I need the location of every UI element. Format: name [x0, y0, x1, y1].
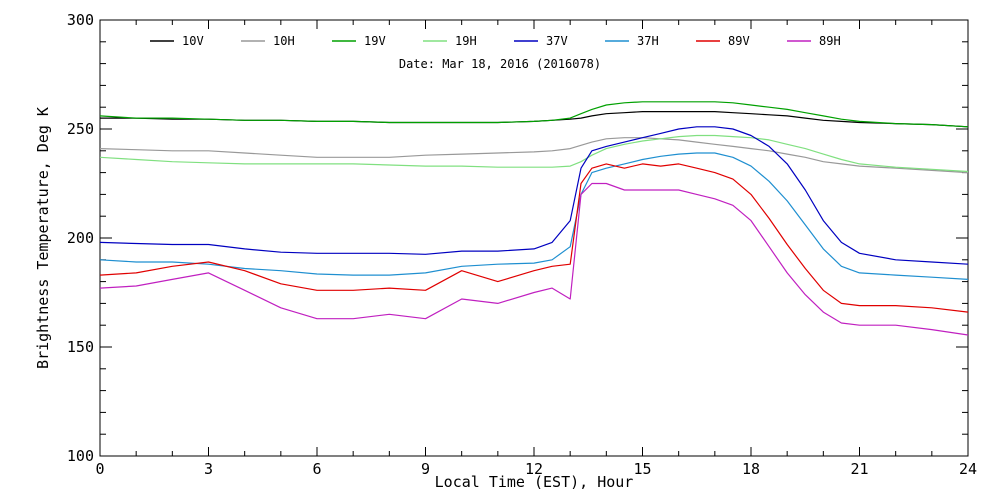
- x-tick-label: 12: [525, 460, 543, 478]
- series-line-37h: [99, 152, 969, 280]
- y-tick-label: 150: [67, 338, 94, 356]
- x-tick-label: 9: [421, 460, 430, 478]
- x-tick-label: 15: [633, 460, 651, 478]
- x-tick-label: 18: [742, 460, 760, 478]
- legend-label-19v: 19V: [364, 34, 386, 48]
- x-tick-label: 24: [959, 460, 977, 478]
- legend-label-37h: 37H: [637, 34, 659, 48]
- legend-label-89v: 89V: [728, 34, 750, 48]
- x-tick-label: 0: [95, 460, 104, 478]
- legend: 10V 10H 19V 19H 37V 37H 89V 89H: [150, 34, 841, 48]
- series-line-10v: [100, 110, 969, 128]
- series-line-19h: [99, 134, 969, 173]
- series-line-19v: [99, 101, 969, 128]
- x-tick-label: 3: [204, 460, 213, 478]
- series-line-89v: [99, 163, 969, 313]
- legend-label-10v: 10V: [182, 34, 204, 48]
- y-tick-label: 200: [67, 229, 94, 247]
- legend-label-37v: 37V: [546, 34, 568, 48]
- y-axis-title: Brightness Temperature, Deg K: [34, 107, 52, 369]
- x-axis-title: Local Time (EST), Hour: [435, 473, 634, 491]
- legend-label-10h: 10H: [273, 34, 295, 48]
- legend-label-19h: 19H: [455, 34, 477, 48]
- x-tick-label: 21: [850, 460, 868, 478]
- series-line-37v: [99, 126, 969, 265]
- x-tick-label: 6: [312, 460, 321, 478]
- series-line-89h: [99, 182, 969, 336]
- series-line-10h: [99, 137, 969, 174]
- y-tick-label: 100: [67, 447, 94, 465]
- y-tick-label: 300: [67, 11, 94, 29]
- y-tick-label: 250: [67, 120, 94, 138]
- axis-ticks: 0 3 6 9 12 15 18 21 24 100 150 200 250 300: [67, 11, 977, 478]
- series-lines: [99, 101, 969, 336]
- chart-subtitle: Date: Mar 18, 2016 (2016078): [399, 57, 601, 71]
- legend-label-89h: 89H: [819, 34, 841, 48]
